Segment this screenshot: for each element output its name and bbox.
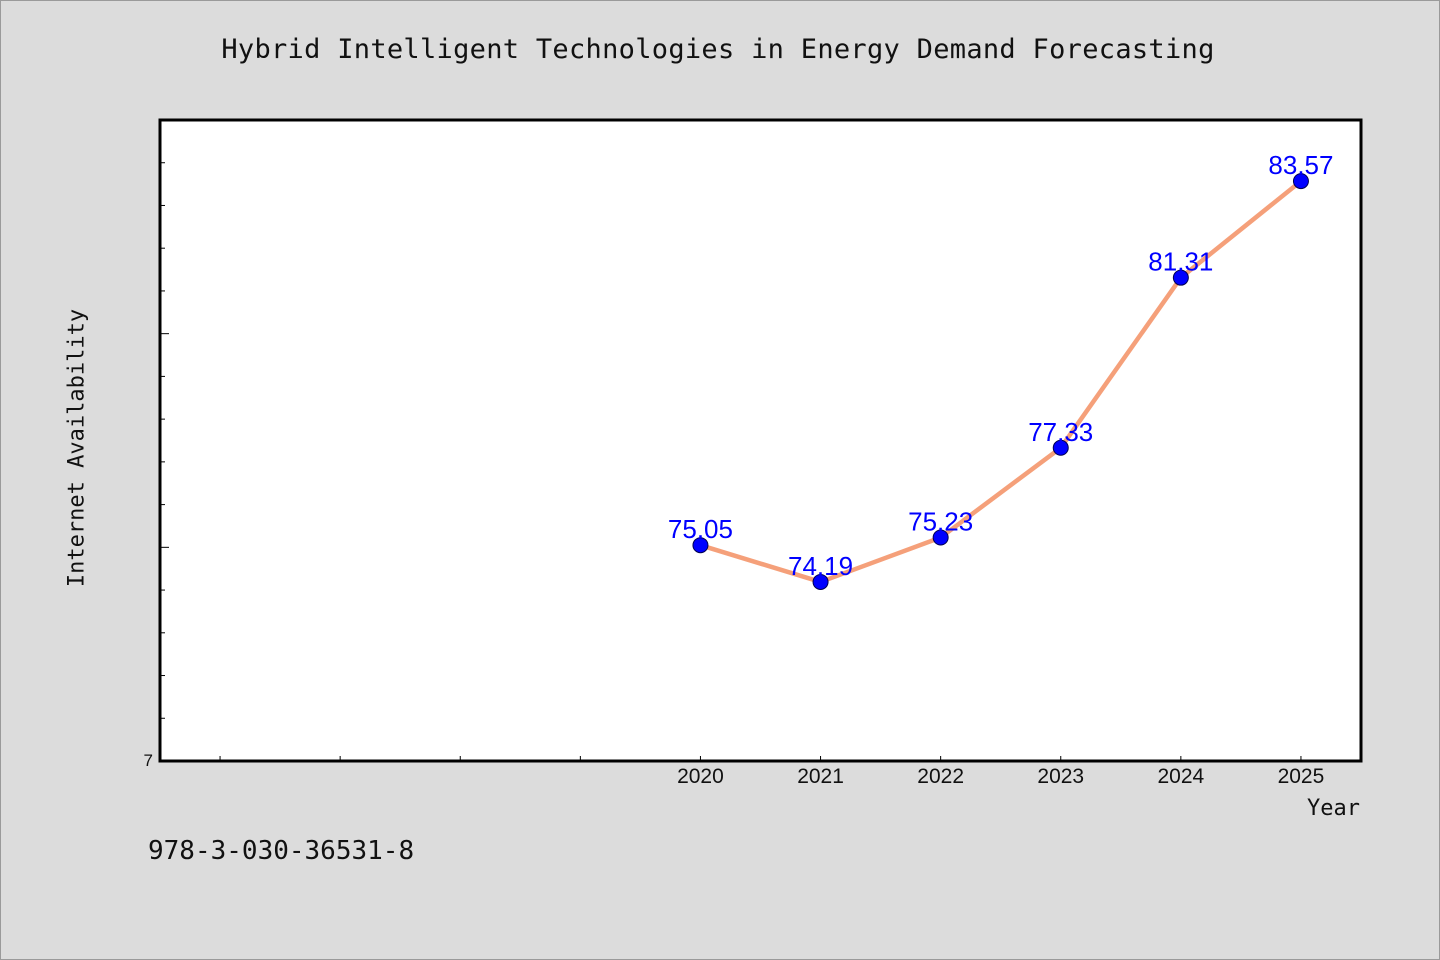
data-point bbox=[1052, 439, 1069, 456]
x-tick-label: 2020 bbox=[677, 765, 724, 788]
data-labels: 75.05 74.19 75.23 77.33 81.31 83.57 bbox=[668, 150, 1334, 581]
series-line bbox=[698, 178, 1304, 585]
data-label: 75.23 bbox=[908, 507, 973, 537]
data-label: 81.31 bbox=[1148, 247, 1213, 277]
x-tick-label: 2025 bbox=[1278, 765, 1325, 788]
data-label: 74.19 bbox=[788, 551, 853, 581]
data-markers bbox=[692, 173, 1309, 590]
y-axis-ticks bbox=[160, 162, 169, 719]
data-point bbox=[692, 537, 709, 554]
isbn-footer: 978-3-030-36531-8 bbox=[148, 836, 415, 866]
x-axis-ticks bbox=[219, 756, 1302, 761]
data-point bbox=[1292, 173, 1309, 190]
y-axis-min-label: 7 bbox=[144, 751, 153, 770]
data-label: 83.57 bbox=[1268, 150, 1333, 180]
x-tick-label: 2024 bbox=[1157, 765, 1204, 788]
x-axis-tick-labels: 2020 2021 2022 2023 2024 2025 bbox=[677, 765, 1324, 788]
data-label: 75.05 bbox=[668, 514, 733, 544]
plot-area bbox=[158, 118, 1363, 763]
x-tick-label: 2022 bbox=[917, 765, 964, 788]
x-axis-label: Year bbox=[1307, 796, 1360, 821]
x-tick-label: 2021 bbox=[797, 765, 844, 788]
data-point bbox=[932, 529, 949, 546]
data-label: 77.33 bbox=[1028, 417, 1093, 447]
data-point bbox=[812, 573, 829, 590]
x-tick-label: 2023 bbox=[1037, 765, 1084, 788]
chart-title: Hybrid Intelligent Technologies in Energ… bbox=[221, 34, 1215, 65]
data-point bbox=[1172, 269, 1189, 286]
